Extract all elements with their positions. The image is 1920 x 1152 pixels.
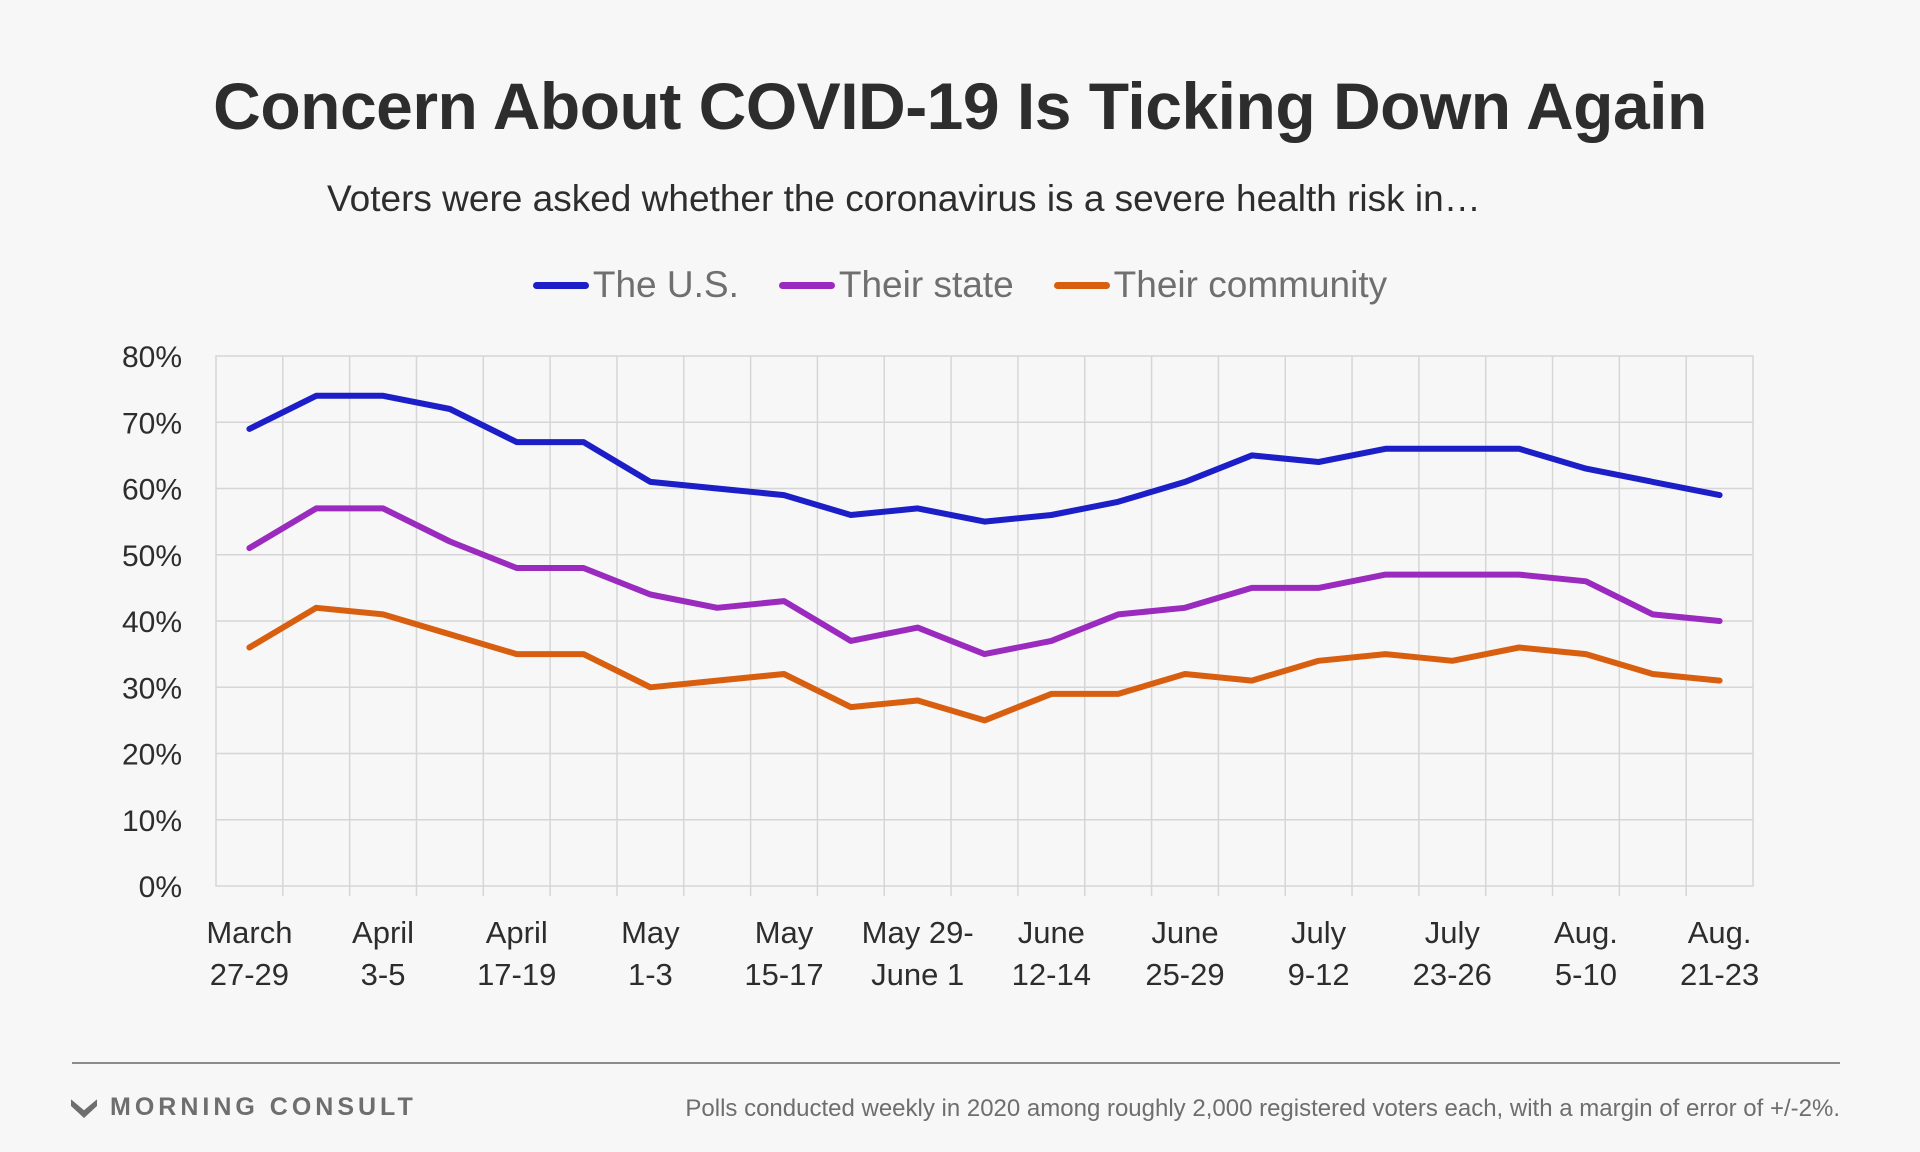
morning-consult-chevron-logo-icon xyxy=(70,1096,98,1118)
y-tick-label: 30% xyxy=(122,672,182,705)
x-tick-label: Aug. xyxy=(1554,915,1618,950)
chart-grid xyxy=(215,355,1754,896)
series-lines xyxy=(246,392,1723,724)
x-tick-label: 3-5 xyxy=(361,957,406,992)
x-tick-label: 1-3 xyxy=(628,957,673,992)
brand-name: MORNING CONSULT xyxy=(110,1093,417,1121)
x-tick-label: May xyxy=(755,915,814,950)
chart-subtitle: Voters were asked whether the coronaviru… xyxy=(327,178,1481,219)
x-tick-label: 5-10 xyxy=(1555,957,1617,992)
x-tick-label: June 1 xyxy=(871,957,964,992)
legend-swatch xyxy=(1053,281,1110,289)
legend-label: Their state xyxy=(838,264,1014,305)
legend-item: The U.S. xyxy=(532,264,739,306)
y-axis: 0% 10% 20% 30% 40% 50% 60% 70% 80% xyxy=(122,341,182,904)
y-tick-label: 70% xyxy=(122,407,182,440)
x-tick-label: April xyxy=(486,915,548,950)
y-tick-label: 60% xyxy=(122,474,182,507)
y-tick-label: 20% xyxy=(122,739,182,772)
x-tick-label: 21-23 xyxy=(1680,957,1759,992)
x-tick-label: April xyxy=(352,915,414,950)
legend-label: The U.S. xyxy=(592,264,739,305)
footer-divider xyxy=(72,1062,1840,1064)
y-tick-label: 0% xyxy=(139,871,182,904)
x-tick-label: June xyxy=(1018,915,1085,950)
x-tick-label: July xyxy=(1291,915,1347,950)
x-tick-label: March xyxy=(206,915,292,950)
x-tick-label: 9-12 xyxy=(1288,957,1350,992)
chart-title: Concern About COVID-19 Is Ticking Down A… xyxy=(213,69,1707,143)
series-line-1 xyxy=(246,505,1723,658)
x-tick-label: May 29- xyxy=(862,915,974,950)
legend-swatch xyxy=(778,281,835,289)
source-note: Polls conducted weekly in 2020 among rou… xyxy=(685,1095,1840,1122)
y-tick-label: 10% xyxy=(122,805,182,838)
x-tick-label: 12-14 xyxy=(1012,957,1091,992)
x-tick-label: July xyxy=(1425,915,1481,950)
series-line-2 xyxy=(246,604,1723,724)
x-tick-label: 17-19 xyxy=(477,957,556,992)
x-tick-label: 27-29 xyxy=(210,957,289,992)
y-tick-label: 80% xyxy=(122,341,182,374)
x-tick-label: 23-26 xyxy=(1413,957,1492,992)
x-tick-label: Aug. xyxy=(1688,915,1752,950)
x-tick-label: 25-29 xyxy=(1145,957,1224,992)
x-tick-label: June xyxy=(1151,915,1218,950)
legend-item: Their state xyxy=(778,264,1014,306)
chart-legend: The U.S. Their state Their community xyxy=(0,264,1920,306)
x-axis: March 27-29 April 3-5 April 17-19 May 1-3 May 15-… xyxy=(206,915,1759,992)
legend-swatch xyxy=(532,281,589,289)
series-line-0 xyxy=(246,392,1723,525)
y-tick-label: 50% xyxy=(122,540,182,573)
legend-label: Their community xyxy=(1113,264,1388,305)
x-tick-label: 15-17 xyxy=(744,957,823,992)
legend-item: Their community xyxy=(1053,264,1388,306)
x-tick-label: May xyxy=(621,915,680,950)
y-tick-label: 40% xyxy=(122,606,182,639)
brand: MORNING CONSULT xyxy=(70,1093,417,1122)
